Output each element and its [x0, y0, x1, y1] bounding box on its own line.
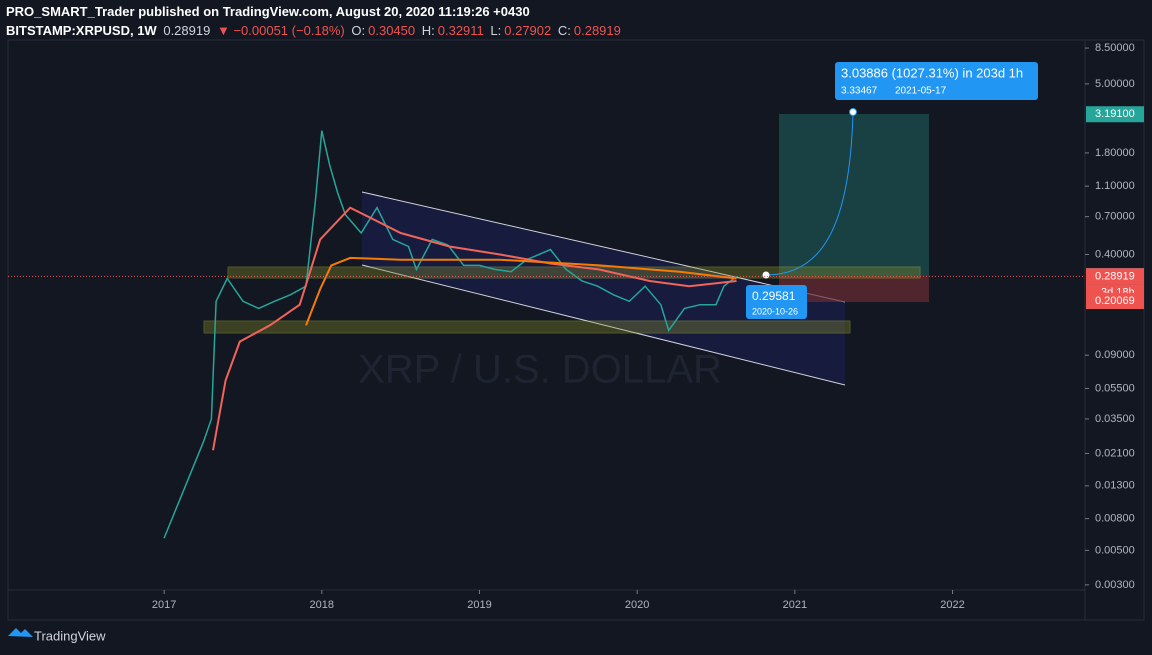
price-line	[305, 256, 737, 326]
last-price: 0.28919	[163, 23, 211, 38]
high: 0.32911	[437, 23, 484, 38]
price-line	[163, 130, 737, 539]
y-tick-label: 0.09000	[1095, 349, 1135, 361]
y-tick-label: 0.02100	[1095, 447, 1135, 459]
y-tick-label: 0.03500	[1095, 413, 1135, 425]
frame	[7, 39, 1145, 621]
brand: TradingView	[34, 628, 106, 643]
y-tick-label: 0.40000	[1095, 248, 1135, 260]
x-tick-label: 2017	[152, 599, 176, 611]
open: 0.30450	[368, 23, 416, 38]
target-zone	[779, 114, 929, 275]
change: ▼ −0.00051 (−0.18%)	[216, 23, 345, 38]
support-zone	[203, 320, 851, 334]
price-label: 0.20069	[1095, 295, 1135, 307]
publisher: PRO_SMART_Trader published on TradingVie…	[6, 4, 530, 19]
watermark: XRP / U.S. DOLLAR	[358, 348, 722, 392]
price-label: 3.19100	[1095, 108, 1135, 120]
price-label: 0.28919	[1095, 270, 1135, 282]
o-label: O:	[351, 23, 366, 38]
c-label: C:	[557, 23, 571, 38]
x-tick-label: 2021	[783, 599, 807, 611]
l-label: L:	[490, 23, 502, 38]
symbol-bar: BITSTAMP:XRPUSD, 1W 0.28919 ▼ −0.00051 (…	[6, 23, 624, 38]
y-tick-label: 0.00300	[1095, 579, 1135, 591]
symbol: BITSTAMP:XRPUSD, 1W	[6, 23, 157, 38]
y-tick-label: 0.00500	[1095, 544, 1135, 556]
y-tick-label: 1.10000	[1095, 180, 1135, 192]
x-tick-label: 2022	[940, 599, 964, 611]
y-tick-label: 0.00800	[1095, 513, 1135, 525]
y-tick-label: 0.70000	[1095, 211, 1135, 223]
price-label-bg	[1086, 293, 1144, 310]
y-tick-label: 0.01300	[1095, 480, 1135, 492]
projection-start	[762, 271, 770, 279]
h-label: H:	[421, 23, 435, 38]
x-tick-label: 2018	[310, 599, 334, 611]
projection-box	[835, 62, 1038, 100]
projection-text: 3.03886 (1027.31%) in 203d 1h	[841, 65, 1023, 80]
y-tick-label: 5.00000	[1095, 78, 1135, 90]
y-tick-label: 0.05500	[1095, 382, 1135, 394]
x-tick-label: 2019	[467, 599, 491, 611]
projection-end	[849, 108, 857, 116]
target-price: 3.33467	[841, 86, 878, 97]
price-label-bg	[1086, 106, 1144, 123]
x-tick-label: 2020	[625, 599, 649, 611]
resistance-zone	[227, 266, 921, 279]
price-line	[212, 206, 737, 451]
target-date: 2021-05-17	[895, 86, 947, 97]
breakout-price: 0.29581	[752, 289, 796, 303]
channel	[362, 192, 845, 385]
channel-top	[361, 191, 846, 303]
y-tick-label: 8.50000	[1095, 42, 1135, 54]
projection-curve	[765, 111, 854, 276]
brand-logo	[8, 628, 33, 637]
low: 0.27902	[504, 23, 552, 38]
channel-bottom	[361, 264, 846, 386]
breakout-date: 2020-10-26	[752, 306, 798, 316]
price-label-bg	[1086, 268, 1144, 285]
breakout-box	[746, 285, 807, 319]
close: 0.28919	[573, 23, 621, 38]
y-tick-label: 1.80000	[1095, 147, 1135, 159]
